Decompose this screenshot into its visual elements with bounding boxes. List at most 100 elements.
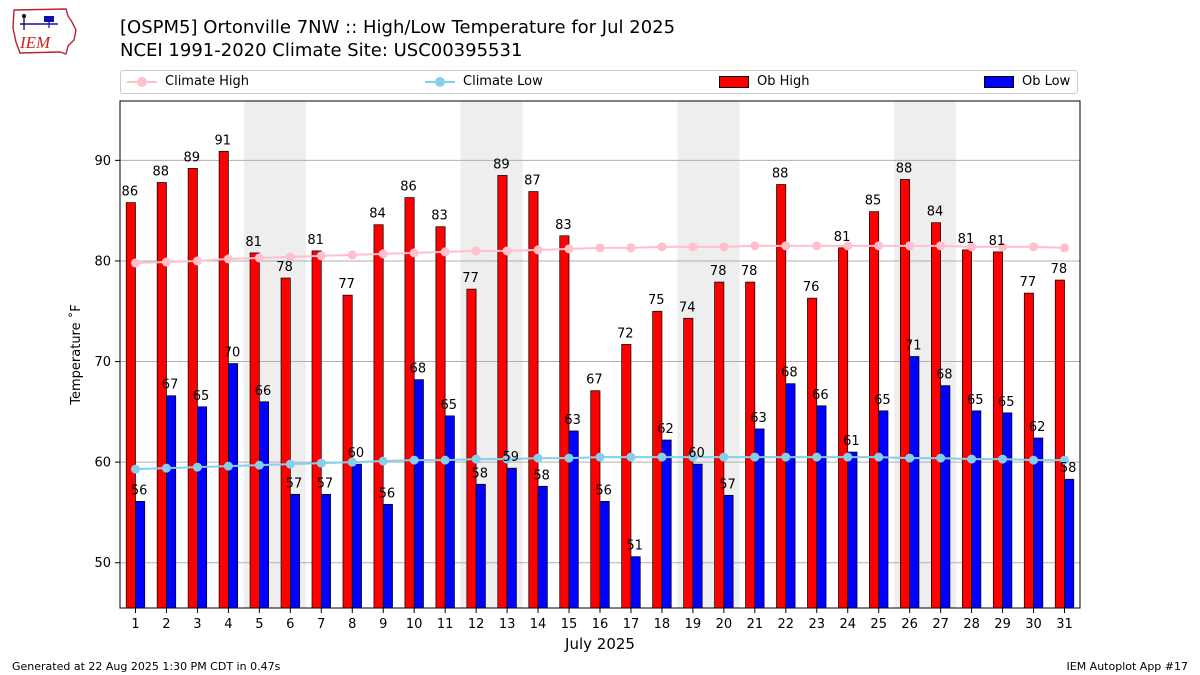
ob-low-bar-29 (1002, 412, 1013, 609)
climate-low-point-14 (533, 453, 543, 463)
x-tick-label-24: 24 (839, 617, 856, 632)
x-tick-label-21: 21 (747, 617, 764, 632)
ob-high-value-label-8: 77 (338, 277, 355, 292)
ob-high-value-label-24: 81 (834, 230, 851, 245)
x-tick-label-28: 28 (963, 617, 980, 632)
ob-high-value-label-11: 83 (431, 209, 448, 224)
app-label: IEM Autoplot App #17 (1066, 660, 1189, 673)
ob-low-bar-13 (506, 467, 517, 609)
x-tick-label-4: 4 (224, 617, 232, 632)
climate-low-point-3 (192, 462, 202, 472)
climate-low-point-31 (1060, 455, 1070, 465)
climate-low-point-26 (905, 453, 915, 463)
ob-low-value-label-23: 66 (812, 388, 829, 403)
legend-label-ob-high: Ob High (757, 74, 810, 89)
x-tick-label-17: 17 (623, 617, 640, 632)
x-tick-label-9: 9 (379, 617, 387, 632)
ob-high-value-label-6: 78 (276, 260, 293, 275)
climate-high-point-14 (533, 245, 543, 255)
climate-low-point-4 (223, 461, 233, 471)
climate-low-point-24 (843, 452, 853, 462)
climate-high-point-19 (688, 242, 698, 252)
climate-high-point-21 (750, 241, 760, 251)
ob-low-bar-19 (692, 463, 703, 609)
ob-low-value-label-14: 58 (533, 468, 550, 483)
x-tick-label-25: 25 (870, 617, 887, 632)
climate-low-point-30 (1029, 455, 1039, 465)
ob-high-value-label-3: 89 (183, 150, 200, 165)
x-tick-label-15: 15 (561, 617, 578, 632)
ob-low-bar-18 (661, 439, 672, 609)
ob-high-bar-10 (404, 197, 415, 609)
ob-high-bar-21 (745, 281, 756, 609)
ob-low-value-label-31: 58 (1060, 461, 1077, 476)
ob-low-value-label-20: 57 (719, 477, 736, 492)
ob-high-bar-27 (931, 222, 941, 609)
climate-high-point-13 (502, 246, 512, 256)
x-tick-label-6: 6 (286, 617, 294, 632)
x-tick-label-18: 18 (654, 617, 671, 632)
ob-low-bar-27 (940, 385, 951, 609)
ob-low-value-label-5: 66 (255, 384, 272, 399)
ob-high-bar-25 (869, 211, 880, 609)
climate-low-point-20 (719, 452, 729, 462)
legend-item-ob-high: Ob High (719, 74, 810, 89)
climate-low-point-19 (688, 452, 698, 462)
x-tick-label-14: 14 (530, 617, 547, 632)
ob-high-value-label-21: 78 (741, 264, 758, 279)
climate-low-point-17 (626, 452, 636, 462)
x-tick-label-16: 16 (592, 617, 609, 632)
legend: Climate High Climate Low Ob High Ob Low (120, 70, 1078, 94)
ob-low-value-label-4: 70 (224, 346, 241, 361)
ob-high-bar-16 (590, 390, 601, 609)
ob-low-value-label-2: 67 (162, 378, 179, 393)
ob-high-bar-7 (311, 250, 322, 609)
ob-high-value-label-29: 81 (989, 234, 1006, 249)
x-tick-label-11: 11 (437, 617, 454, 632)
climate-high-point-26 (905, 241, 915, 251)
ob-high-value-label-15: 83 (555, 218, 572, 233)
ob-high-value-label-4: 91 (214, 133, 231, 148)
ob-low-bar-28 (971, 410, 982, 609)
ob-low-bar-17 (630, 556, 641, 609)
climate-high-point-15 (564, 244, 574, 254)
climate-high-point-5 (254, 253, 264, 263)
ob-low-value-label-29: 65 (998, 395, 1015, 410)
climate-low-point-29 (998, 454, 1008, 464)
climate-high-point-22 (781, 241, 791, 251)
climate-low-point-7 (316, 458, 326, 468)
climate-high-point-23 (812, 241, 822, 251)
ob-high-value-label-18: 75 (648, 293, 665, 308)
ob-low-value-label-26: 71 (905, 339, 922, 354)
ob-high-bar-30 (1023, 292, 1034, 609)
ob-low-bar-23 (816, 405, 827, 609)
ob-low-value-label-16: 56 (595, 483, 612, 498)
climate-high-point-25 (874, 241, 884, 251)
legend-item-climate-high: Climate High (127, 74, 249, 89)
x-tick-label-20: 20 (716, 617, 733, 632)
ob-low-value-label-18: 62 (657, 422, 674, 437)
x-tick-label-29: 29 (994, 617, 1011, 632)
x-tick-label-31: 31 (1056, 617, 1073, 632)
climate-high-point-10 (409, 248, 419, 258)
ob-high-value-label-14: 87 (524, 174, 541, 189)
x-tick-label-3: 3 (193, 617, 201, 632)
climate-high-point-29 (998, 242, 1008, 252)
climate-low-point-27 (936, 453, 946, 463)
x-tick-label-2: 2 (162, 617, 170, 632)
ob-low-bar-6 (289, 493, 300, 609)
ob-low-value-label-11: 65 (441, 398, 458, 413)
climate-high-point-1 (130, 258, 140, 268)
ob-high-bar-2 (156, 182, 167, 609)
ob-high-bar-28 (961, 249, 972, 609)
ob-low-bar-4 (228, 363, 239, 609)
climate-high-point-16 (595, 243, 605, 253)
y-tick-label-60: 60 (94, 456, 111, 471)
ob-low-value-label-12: 58 (471, 466, 488, 481)
ob-high-value-label-28: 81 (958, 232, 975, 247)
ob-high-value-label-20: 78 (710, 264, 727, 279)
climate-high-point-7 (316, 251, 326, 261)
ob-low-bar-16 (599, 501, 610, 609)
ob-low-value-label-28: 65 (967, 393, 984, 408)
ob-low-bar-8 (351, 463, 362, 609)
